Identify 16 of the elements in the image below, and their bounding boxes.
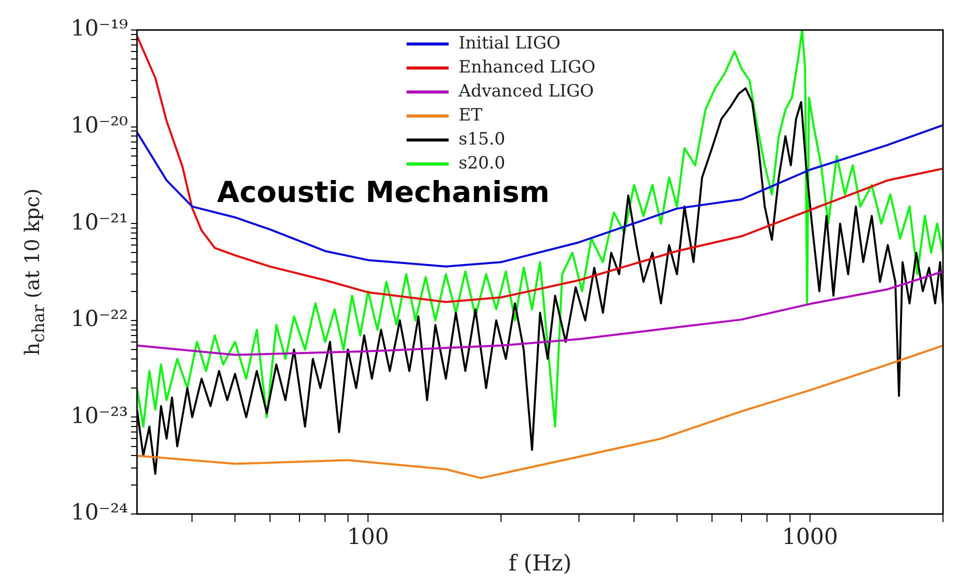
x-axis-title: f (Hz) [508,552,572,577]
y-tick-label: 10⁻¹⁹ [70,16,128,42]
y-tick-label: 10⁻²³ [70,404,128,429]
annotation: Acoustic Mechanism [217,175,550,209]
x-tick-label: 100 [347,524,390,550]
legend-label: s15.0 [458,129,506,150]
y-tick-label: 10⁻²⁴ [70,500,128,526]
legend-label: s20.0 [458,153,506,174]
x-tick-label: 1000 [782,524,838,550]
legend-label: ET [458,105,484,126]
legend-label: Advanced LIGO [458,81,594,102]
legend-label: Enhanced LIGO [458,57,596,78]
y-tick-label: 10⁻²² [70,307,128,332]
y-tick-label: 10⁻²¹ [70,210,128,236]
y-tick-label: 10⁻²⁰ [70,114,128,139]
legend-label: Initial LIGO [458,33,560,54]
